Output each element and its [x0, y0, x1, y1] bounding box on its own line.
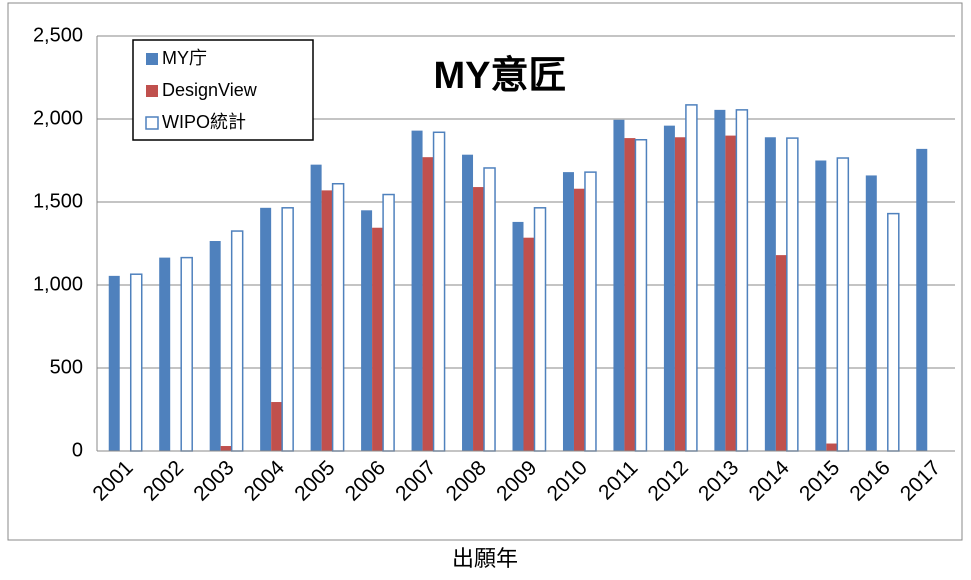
bar: [815, 160, 827, 451]
x-tick-label: 2010: [543, 456, 592, 505]
bar: [887, 212, 900, 452]
bar: [865, 175, 877, 451]
bar: [159, 257, 171, 451]
bar: [523, 237, 535, 451]
bar: [735, 109, 749, 452]
bar: [331, 182, 345, 452]
y-tick-label: 2,000: [33, 107, 83, 129]
x-tick-label: 2004: [240, 456, 290, 506]
x-tick-label: 2008: [442, 456, 491, 505]
bar: [916, 148, 928, 451]
bar: [573, 188, 585, 451]
bar: [281, 207, 294, 452]
bar: [714, 109, 726, 452]
bar: [220, 446, 232, 451]
bar: [584, 171, 597, 452]
bar: [836, 157, 850, 452]
x-tick-label: 2001: [88, 456, 137, 505]
chart-title: MY意匠: [433, 55, 566, 97]
bar: [685, 104, 698, 452]
y-tick-label: 1,000: [33, 273, 83, 295]
bar: [372, 227, 384, 451]
bar: [674, 137, 686, 451]
x-tick-label: 2013: [694, 456, 743, 505]
bar: [562, 172, 574, 451]
bar: [473, 187, 485, 451]
bar: [310, 164, 322, 451]
x-tick-label: 2015: [795, 456, 844, 505]
y-tick-label: 1,500: [33, 190, 83, 212]
bar: [483, 167, 496, 452]
x-tick-label: 2011: [594, 456, 642, 504]
legend-swatch: [145, 116, 159, 130]
bar: [260, 207, 272, 451]
legend-box: [132, 39, 314, 141]
x-tick-label: 2005: [290, 456, 339, 505]
bar: [382, 193, 395, 452]
bar: [512, 221, 524, 451]
bar: [432, 131, 446, 452]
bar: [411, 130, 423, 451]
bar: [209, 241, 221, 451]
bar: [634, 139, 648, 452]
legend-label: DesignView: [162, 80, 258, 100]
bar: [462, 154, 474, 451]
x-tick-label: 2012: [644, 456, 693, 505]
bar: [108, 275, 120, 451]
x-tick-label: 2009: [492, 456, 541, 505]
x-tick-label: 2007: [391, 456, 440, 505]
legend-label: WIPO統計: [162, 112, 246, 132]
bar: [230, 230, 244, 452]
bar: [663, 125, 675, 451]
legend-swatch: [146, 85, 158, 97]
x-tick-label: 2016: [845, 456, 894, 505]
bar: [533, 207, 547, 452]
y-tick-label: 0: [72, 439, 83, 461]
bar: [764, 137, 776, 451]
bar: [725, 135, 737, 451]
x-axis-label: 出願年: [452, 546, 518, 571]
legend-swatch: [146, 53, 158, 65]
legend-label: MY庁: [162, 48, 207, 68]
x-tick-label: 2006: [341, 456, 390, 505]
bar: [361, 210, 373, 451]
x-tick-label: 2017: [896, 456, 945, 505]
bar: [613, 119, 625, 451]
y-tick-label: 2,500: [33, 24, 83, 46]
x-tick-label: 2014: [745, 456, 795, 506]
bar: [624, 138, 636, 451]
bar: [129, 273, 143, 452]
x-tick-label: 2002: [139, 456, 188, 505]
bar: [271, 402, 283, 451]
chart-border: [7, 2, 963, 541]
bar: [180, 256, 193, 452]
y-tick-label: 500: [50, 356, 83, 378]
bar: [422, 157, 434, 451]
bar: [321, 190, 333, 451]
bar: [826, 443, 838, 451]
x-tick-label: 2003: [189, 456, 238, 505]
bar: [775, 255, 787, 451]
bar: [786, 137, 799, 452]
